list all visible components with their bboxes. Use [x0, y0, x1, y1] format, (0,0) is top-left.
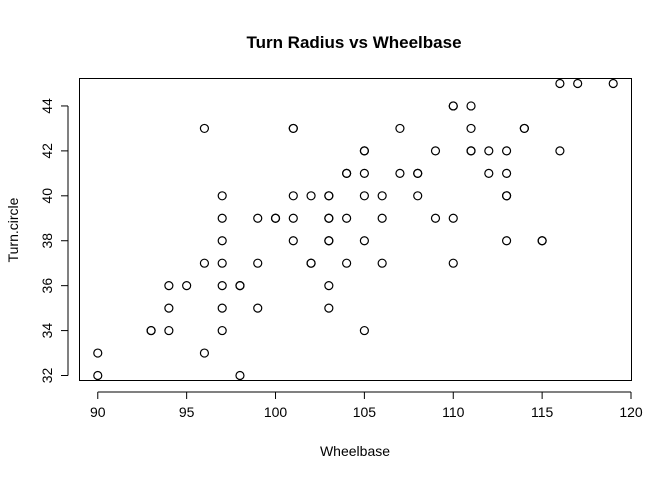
data-point [288, 123, 298, 134]
y-tick-label: 32 [39, 368, 55, 384]
data-point [164, 281, 174, 291]
data-point [466, 146, 476, 156]
data-point [466, 101, 476, 111]
data-point [501, 168, 512, 178]
data-point [93, 370, 103, 381]
y-tick-label: 44 [39, 98, 55, 114]
data-point [466, 123, 476, 134]
data-point [217, 191, 227, 201]
data-point [288, 236, 298, 246]
data-point [501, 236, 512, 246]
data-point [164, 325, 174, 336]
data-point [217, 303, 227, 313]
data-point [573, 78, 583, 89]
data-point [359, 168, 369, 178]
y-axis-label: Turn.circle [5, 197, 21, 262]
x-tick-label: 115 [531, 404, 554, 420]
data-point [146, 325, 156, 336]
x-tick-label: 120 [619, 404, 643, 420]
y-tick-label: 36 [39, 278, 55, 294]
data-point [164, 303, 174, 313]
data-point [448, 258, 458, 268]
y-tick-label: 34 [39, 323, 55, 339]
data-point [342, 168, 352, 178]
data-point [377, 213, 387, 223]
data-point [359, 325, 369, 336]
data-point [555, 146, 565, 156]
data-point [413, 168, 423, 178]
data-point [288, 213, 298, 223]
data-point [324, 213, 334, 223]
y-tick-label: 42 [39, 143, 55, 159]
data-point [359, 191, 369, 201]
data-point [217, 236, 227, 246]
data-point [448, 101, 458, 111]
x-tick-label: 110 [442, 404, 465, 420]
data-point [324, 303, 334, 313]
data-point [217, 325, 227, 336]
data-point [217, 258, 227, 268]
data-point [324, 281, 334, 291]
data-point [430, 146, 441, 156]
data-point [377, 191, 387, 201]
data-point [270, 213, 281, 223]
data-point [608, 78, 618, 89]
data-point [324, 236, 334, 246]
data-point [501, 146, 512, 156]
data-point [253, 303, 263, 313]
data-point [537, 236, 547, 246]
data-point [93, 348, 103, 358]
plot-frame [79, 78, 632, 381]
data-point [430, 213, 441, 223]
data-point [342, 213, 352, 223]
data-point [377, 258, 387, 268]
data-point [306, 258, 316, 268]
x-axis-label: Wheelbase [320, 443, 390, 459]
data-point [235, 281, 245, 291]
data-point [359, 146, 369, 156]
x-axis: 90 95 100 105 110 115 120 [90, 391, 643, 420]
data-point [253, 213, 263, 223]
x-tick-label: 95 [179, 404, 195, 420]
data-point [501, 191, 512, 201]
data-point [484, 168, 494, 178]
data-point [217, 213, 227, 223]
data-point [217, 281, 227, 291]
data-point [324, 191, 334, 201]
data-point [342, 258, 352, 268]
x-tick-label: 100 [264, 404, 288, 420]
data-point [235, 370, 245, 381]
x-tick-label: 105 [353, 404, 377, 420]
y-tick-label: 40 [39, 188, 55, 204]
y-tick-label: 38 [39, 233, 55, 249]
data-point [199, 258, 210, 268]
data-point [359, 236, 369, 246]
data-point [448, 213, 458, 223]
data-point [395, 123, 405, 134]
data-point [413, 191, 423, 201]
data-point [253, 258, 263, 268]
data-point [395, 168, 405, 178]
data-point [199, 123, 210, 134]
data-point [484, 146, 494, 156]
data-point [555, 78, 565, 89]
data-point [288, 191, 298, 201]
data-point [199, 348, 210, 358]
data-points [93, 78, 618, 381]
data-point [182, 281, 192, 291]
chart-title: Turn Radius vs Wheelbase [246, 33, 461, 52]
x-tick-label: 90 [90, 404, 106, 420]
y-axis: 32 34 36 38 40 42 44 [39, 98, 69, 384]
data-point [306, 191, 316, 201]
data-point [519, 123, 529, 134]
